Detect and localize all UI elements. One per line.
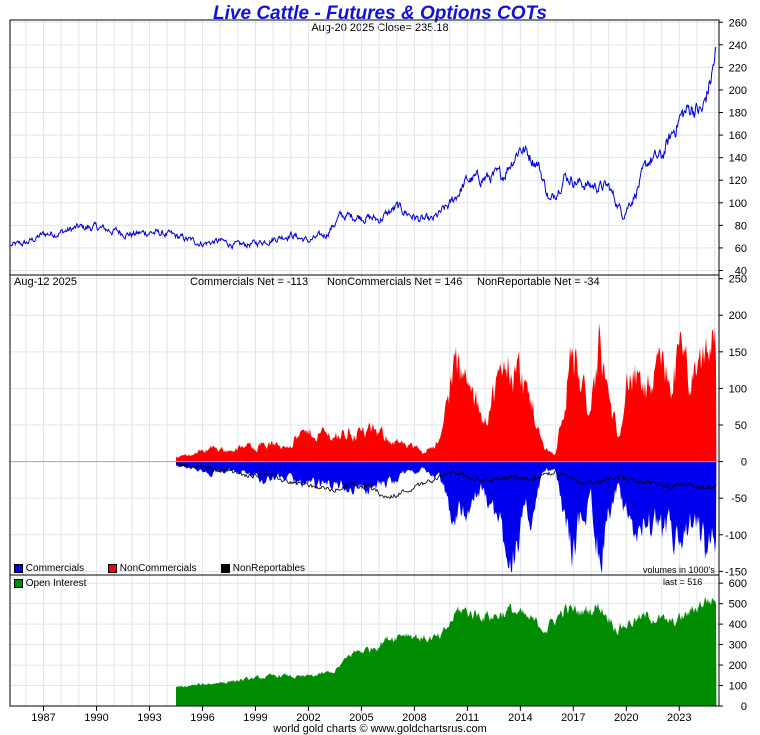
cot-y-tick-label: 0 (741, 457, 747, 469)
cot-y-tick-label: 50 (735, 420, 747, 432)
x-tick-label: 2002 (296, 712, 320, 724)
x-tick-label: 1990 (84, 712, 108, 724)
cot-y-tick-label: -100 (725, 530, 747, 542)
price-y-tick-label: 60 (735, 243, 747, 255)
price-y-tick-label: 260 (729, 17, 747, 29)
price-y-tick-label: 120 (729, 175, 747, 187)
price-y-tick-label: 240 (729, 40, 747, 52)
commercials-area (176, 461, 717, 574)
oi-y-tick-label: 500 (729, 599, 747, 611)
cot-date: Aug-12 2025 (14, 276, 77, 288)
x-tick-label: 1996 (190, 712, 214, 724)
price-y-tick-label: 140 (729, 153, 747, 165)
x-tick-label: 2020 (614, 712, 638, 724)
price-series-line (10, 46, 717, 250)
noncommercials-area (176, 323, 717, 462)
chart-title: Live Cattle - Futures & Options COTs (213, 3, 547, 24)
price-y-tick-label: 40 (735, 265, 747, 277)
legend-commercials: Commercials (14, 563, 84, 574)
legend-nonreportables-swatch (221, 563, 230, 573)
price-y-tick-label: 220 (729, 62, 747, 74)
x-tick-label: 2005 (349, 712, 373, 724)
oi-y-tick-label: 400 (729, 619, 747, 631)
x-tick-label: 2014 (508, 712, 532, 724)
cot-y-tick-label: -50 (731, 493, 747, 505)
x-tick-label: 1999 (243, 712, 267, 724)
legend-noncommercials-label: NonCommercials (119, 563, 197, 574)
legend-open-interest-label: Open Interest (25, 578, 87, 589)
legend-open-interest-swatch (14, 578, 23, 588)
x-tick-label: 1987 (31, 712, 55, 724)
price-y-tick-label: 80 (735, 220, 747, 232)
price-y-tick-label: 160 (729, 130, 747, 142)
price-panel-frame (9, 19, 720, 276)
cot-y-tick-label: 150 (729, 347, 747, 359)
legend-noncommercials-swatch (108, 563, 117, 573)
oi-y-tick-label: 0 (741, 701, 747, 713)
oi-y-tick-label: 600 (729, 578, 747, 590)
x-tick-label: 2011 (456, 712, 480, 724)
cot-y-tick-label: 200 (729, 310, 747, 322)
cot-y-tick-label: 250 (729, 274, 747, 286)
footer-credit: world gold charts © www.goldchartsrus.co… (273, 723, 487, 735)
price-y-tick-label: 180 (729, 108, 747, 120)
x-tick-label: 2008 (402, 712, 426, 724)
legend-noncommercials: NonCommercials (108, 563, 196, 574)
legend-commercials-swatch (14, 563, 23, 573)
legend-commercials-label: Commercials (25, 563, 85, 574)
oi-panel-frame (9, 574, 720, 707)
x-tick-label: 2023 (667, 712, 691, 724)
last-note: last = 516 (663, 577, 703, 587)
x-tick-label: 2017 (561, 712, 585, 724)
price-y-tick-label: 200 (729, 85, 747, 97)
cot-y-tick-label: 100 (729, 383, 747, 395)
oi-y-tick-label: 300 (729, 640, 747, 652)
legend-nonreportables: NonReportables (221, 563, 305, 574)
volumes-note: volumes in 1000's (643, 565, 715, 575)
commercials-net: Commercials Net = -113 (190, 276, 309, 288)
price-y-tick-label: 100 (729, 198, 747, 210)
oi-y-tick-label: 100 (729, 681, 747, 693)
noncommercials-net: NonCommercials Net = 146 (327, 276, 463, 288)
nonreportable-net: NonReportable Net = -34 (477, 276, 600, 288)
cot-y-tick-label: -150 (725, 566, 747, 578)
legend-open-interest: Open Interest (14, 578, 86, 589)
oi-y-tick-label: 200 (729, 660, 747, 672)
open-interest-area (176, 596, 717, 706)
nonreportables-line (175, 460, 717, 500)
legend-nonreportables-label: NonReportables (232, 563, 306, 574)
x-tick-label: 1993 (137, 712, 161, 724)
